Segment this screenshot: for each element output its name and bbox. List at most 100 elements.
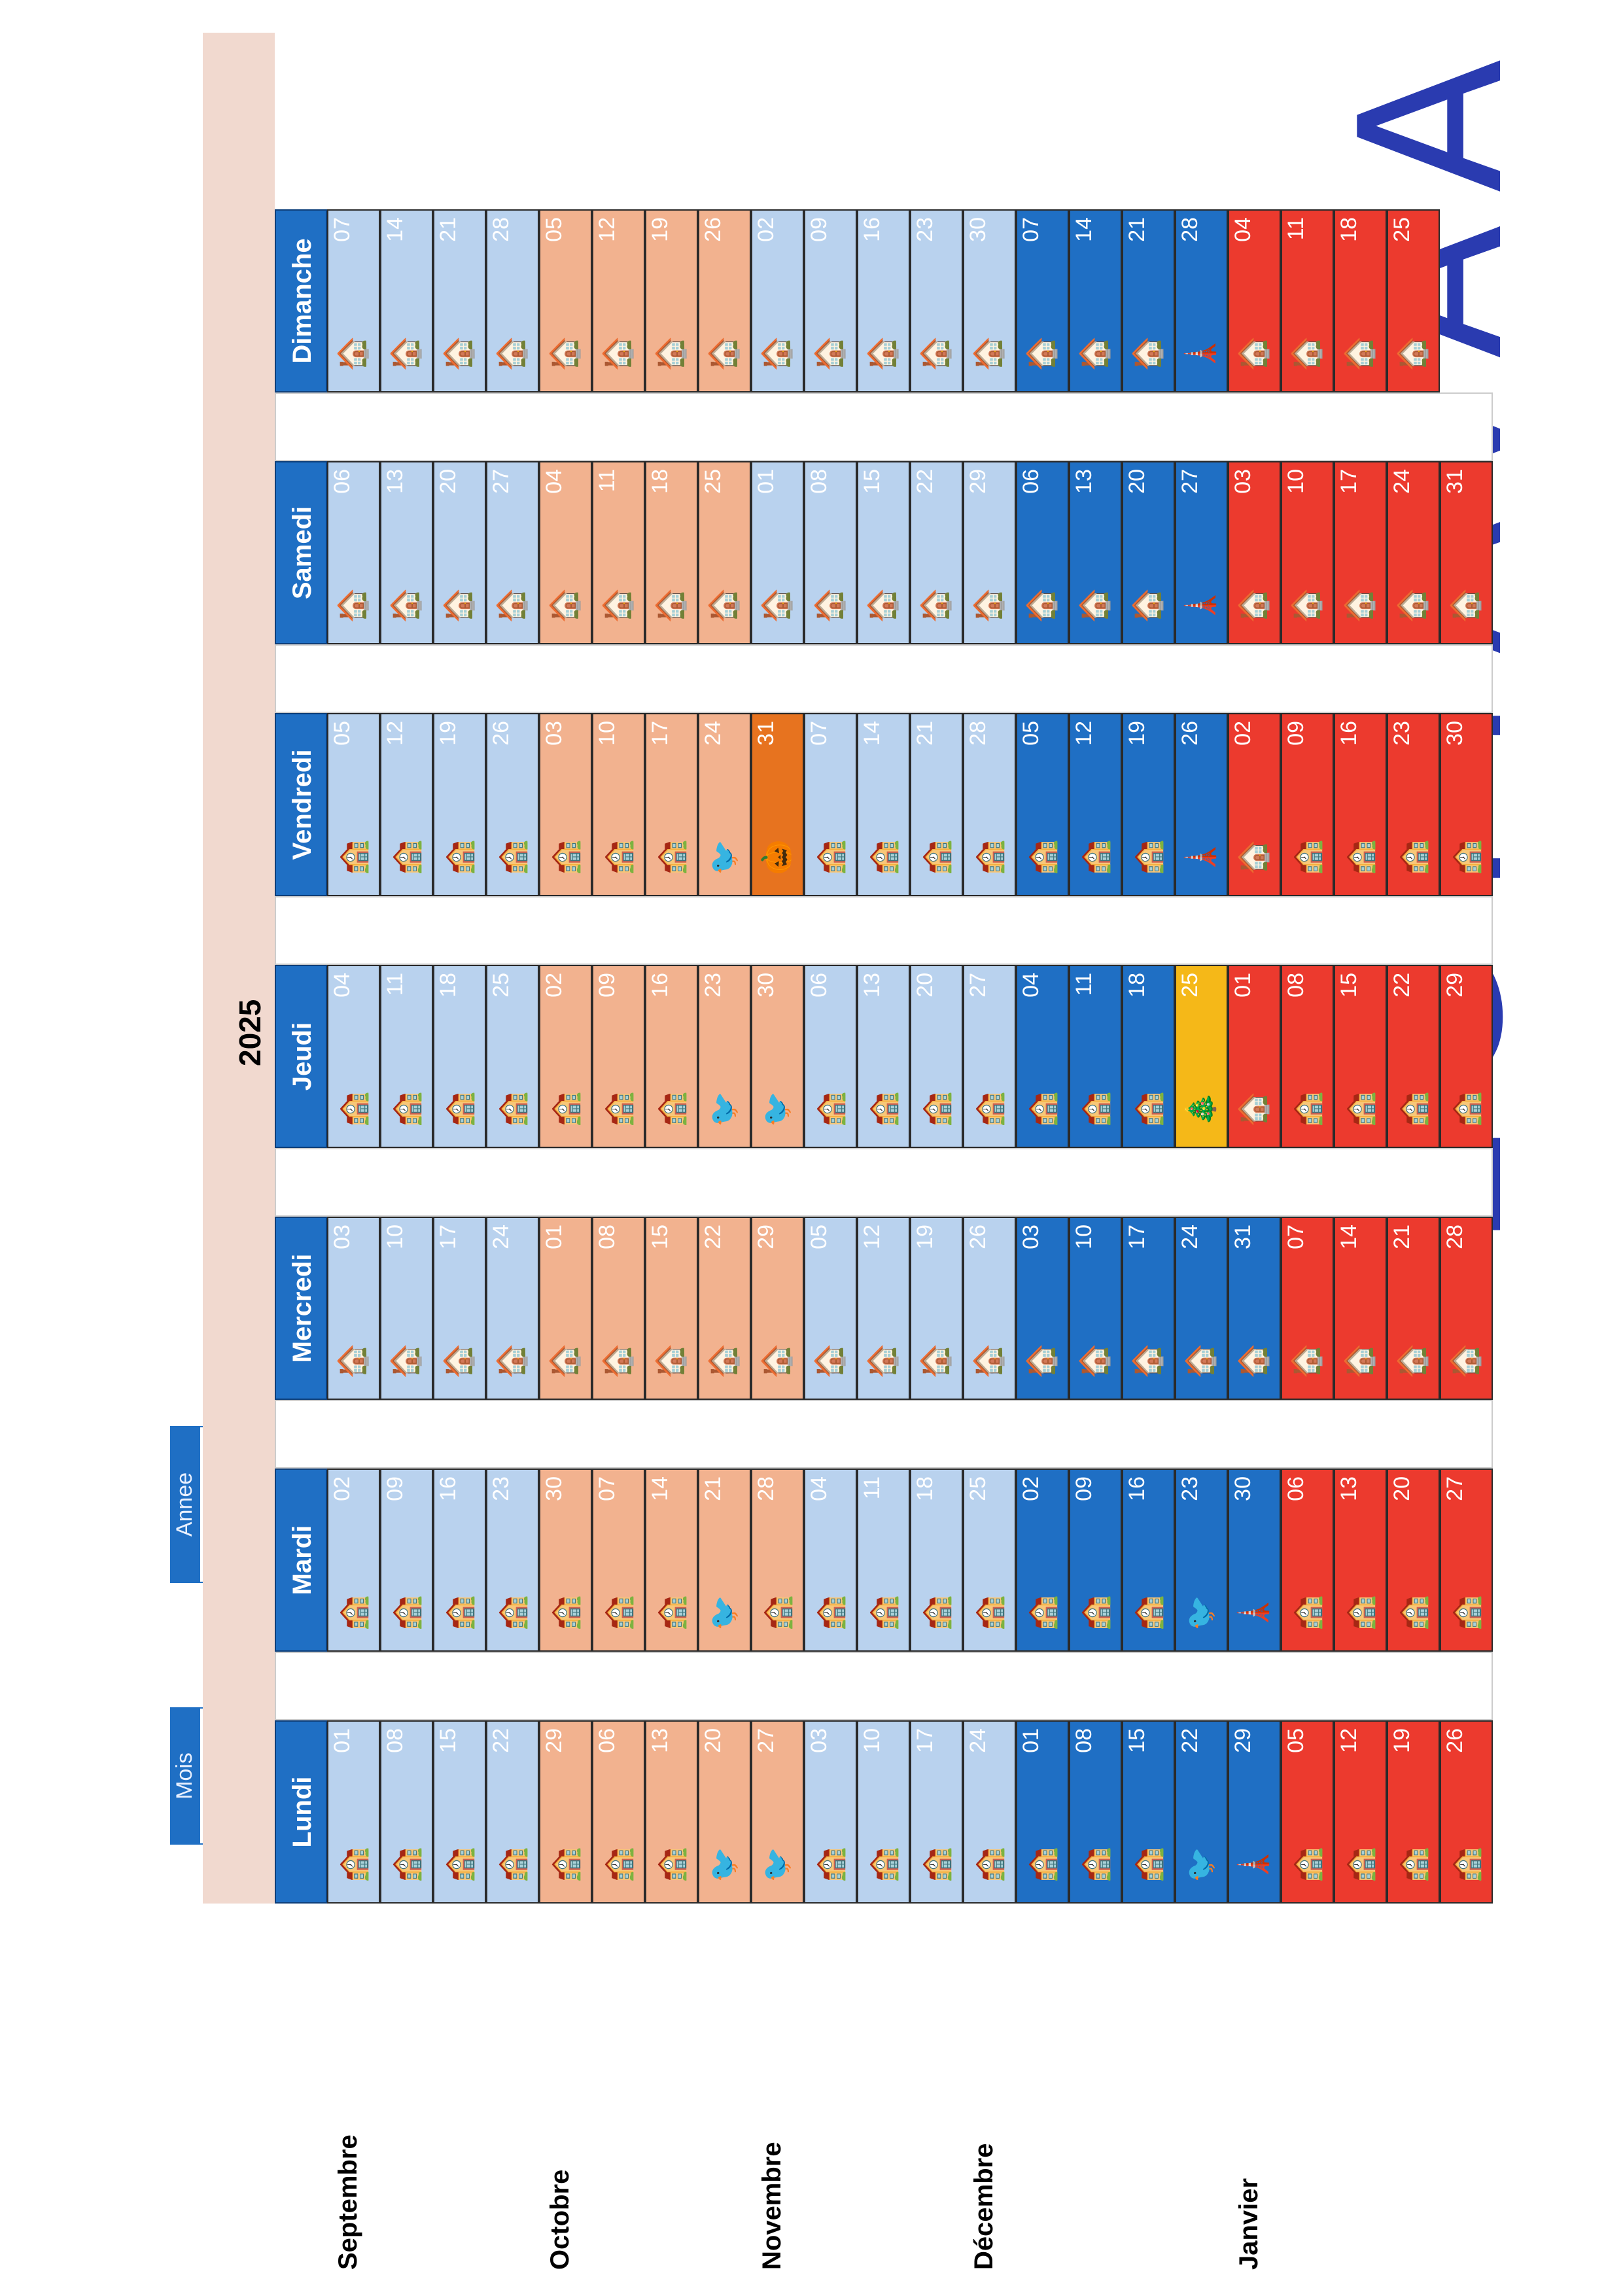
day-cell[interactable]: 20 🏫	[1387, 1469, 1440, 1652]
day-cell[interactable]: 17 🏠	[433, 1217, 486, 1400]
day-cell[interactable]: 01 🏠	[1228, 965, 1281, 1148]
day-cell[interactable]: 25 🎄	[1175, 965, 1228, 1148]
day-cell[interactable]: 04 🏫	[1016, 965, 1069, 1148]
day-cell[interactable]: 30 🏫	[1440, 713, 1493, 896]
day-cell[interactable]: 26 🏫	[486, 713, 539, 896]
day-cell[interactable]: 11 🏫	[857, 1469, 910, 1652]
day-cell[interactable]: 08 🏫	[1281, 965, 1334, 1148]
day-cell[interactable]: 29 🏠	[963, 461, 1016, 644]
day-cell[interactable]: 17 🏠	[1122, 1217, 1175, 1400]
day-cell[interactable]: 31 🎃	[751, 713, 804, 896]
day-cell[interactable]: 30 🗼	[1228, 1469, 1281, 1652]
day-cell[interactable]: 14 🏠	[1334, 1217, 1387, 1400]
day-cell[interactable]: 27 🏫	[963, 965, 1016, 1148]
day-cell[interactable]: 26 🗼	[1175, 713, 1228, 896]
day-cell[interactable]: 03 🏫	[804, 1720, 857, 1904]
day-cell[interactable]: 16 🏫	[645, 965, 698, 1148]
day-cell[interactable]: 24 🏫	[963, 1720, 1016, 1904]
day-cell[interactable]: 21 🏠	[1387, 1217, 1440, 1400]
day-cell[interactable]: 27 🏫	[1440, 1469, 1493, 1652]
day-cell[interactable]: 03 🏫	[539, 713, 592, 896]
day-cell[interactable]: 03 🏠	[327, 1217, 380, 1400]
day-cell[interactable]: 15 🏠	[645, 1217, 698, 1400]
day-cell[interactable]: 05 🏫	[1281, 1720, 1334, 1904]
day-cell[interactable]: 06 🏫	[804, 965, 857, 1148]
day-cell[interactable]: 31 🏠	[1440, 461, 1493, 644]
day-cell[interactable]: 14 🏠	[1069, 209, 1122, 392]
day-cell[interactable]: 18 🏫	[1122, 965, 1175, 1148]
day-cell[interactable]: 15 🏠	[857, 461, 910, 644]
day-cell[interactable]: 10 🏠	[380, 1217, 433, 1400]
day-cell[interactable]: 08 🏫	[1069, 1720, 1122, 1904]
day-cell[interactable]: 13 🏫	[1334, 1469, 1387, 1652]
day-cell[interactable]: 12 🏠	[857, 1217, 910, 1400]
day-cell[interactable]: 12 🏫	[1334, 1720, 1387, 1904]
day-cell[interactable]: 08 🏠	[804, 461, 857, 644]
day-cell[interactable]: 27 🗼	[1175, 461, 1228, 644]
day-cell[interactable]: 14 🏫	[857, 713, 910, 896]
day-cell[interactable]: 23 🐦	[1175, 1469, 1228, 1652]
day-cell[interactable]: 22 🐦	[1175, 1720, 1228, 1904]
day-cell[interactable]: 29 🏫	[539, 1720, 592, 1904]
day-cell[interactable]: 26 🏠	[963, 1217, 1016, 1400]
day-cell[interactable]: 08 🏫	[380, 1720, 433, 1904]
day-cell[interactable]: 19 🏫	[433, 713, 486, 896]
day-cell[interactable]: 12 🏠	[592, 209, 645, 392]
day-cell[interactable]: 11 🏠	[592, 461, 645, 644]
day-cell[interactable]: 27 🐦	[751, 1720, 804, 1904]
day-cell[interactable]: 06 🏫	[1281, 1469, 1334, 1652]
day-cell[interactable]: 18 🏫	[433, 965, 486, 1148]
day-cell[interactable]: 24 🏠	[1387, 461, 1440, 644]
day-cell[interactable]: 20 🏠	[433, 461, 486, 644]
day-cell[interactable]: 07 🏠	[327, 209, 380, 392]
day-cell[interactable]: 04 🏫	[804, 1469, 857, 1652]
day-cell[interactable]: 13 🏫	[857, 965, 910, 1148]
day-cell[interactable]: 18 🏠	[645, 461, 698, 644]
day-cell[interactable]: 03 🏠	[1228, 461, 1281, 644]
day-cell[interactable]: 19 🏫	[1387, 1720, 1440, 1904]
day-cell[interactable]: 09 🏫	[592, 965, 645, 1148]
day-cell[interactable]: 03 🏠	[1016, 1217, 1069, 1400]
day-cell[interactable]: 20 🏫	[910, 965, 963, 1148]
day-cell[interactable]: 10 🏫	[857, 1720, 910, 1904]
day-cell[interactable]: 25 🏫	[963, 1469, 1016, 1652]
day-cell[interactable]: 30 🏫	[539, 1469, 592, 1652]
day-cell[interactable]: 25 🏫	[486, 965, 539, 1148]
day-cell[interactable]: 23 🏫	[486, 1469, 539, 1652]
day-cell[interactable]: 07 🏫	[592, 1469, 645, 1652]
day-cell[interactable]: 22 🏫	[1387, 965, 1440, 1148]
day-cell[interactable]: 15 🏫	[433, 1720, 486, 1904]
day-cell[interactable]: 10 🏫	[592, 713, 645, 896]
day-cell[interactable]: 16 🏫	[433, 1469, 486, 1652]
day-cell[interactable]: 18 🏠	[1334, 209, 1387, 392]
day-cell[interactable]: 28 🏠	[1440, 1217, 1493, 1400]
day-cell[interactable]: 05 🏫	[1016, 713, 1069, 896]
day-cell[interactable]: 19 🏠	[910, 1217, 963, 1400]
day-cell[interactable]: 11 🏠	[1281, 209, 1334, 392]
day-cell[interactable]: 28 🗼	[1175, 209, 1228, 392]
day-cell[interactable]: 28 🏫	[751, 1469, 804, 1652]
day-cell[interactable]: 30 🐦	[751, 965, 804, 1148]
day-cell[interactable]: 20 🐦	[698, 1720, 751, 1904]
day-cell[interactable]: 24 🐦	[698, 713, 751, 896]
day-cell[interactable]: 07 🏠	[1281, 1217, 1334, 1400]
day-cell[interactable]: 21 🐦	[698, 1469, 751, 1652]
day-cell[interactable]: 02 🏫	[1016, 1469, 1069, 1652]
day-cell[interactable]: 17 🏫	[645, 713, 698, 896]
day-cell[interactable]: 12 🏫	[1069, 713, 1122, 896]
day-cell[interactable]: 09 🏫	[380, 1469, 433, 1652]
day-cell[interactable]: 04 🏫	[327, 965, 380, 1148]
day-cell[interactable]: 02 🏠	[751, 209, 804, 392]
day-cell[interactable]: 24 🏠	[486, 1217, 539, 1400]
day-cell[interactable]: 28 🏫	[963, 713, 1016, 896]
day-cell[interactable]: 04 🏠	[539, 461, 592, 644]
day-cell[interactable]: 07 🏫	[804, 713, 857, 896]
day-cell[interactable]: 16 🏫	[1122, 1469, 1175, 1652]
day-cell[interactable]: 16 🏠	[857, 209, 910, 392]
day-cell[interactable]: 11 🏫	[380, 965, 433, 1148]
day-cell[interactable]: 01 🏠	[751, 461, 804, 644]
day-cell[interactable]: 26 🏫	[1440, 1720, 1493, 1904]
day-cell[interactable]: 14 🏫	[645, 1469, 698, 1652]
day-cell[interactable]: 29 🗼	[1228, 1720, 1281, 1904]
day-cell[interactable]: 24 🏠	[1175, 1217, 1228, 1400]
